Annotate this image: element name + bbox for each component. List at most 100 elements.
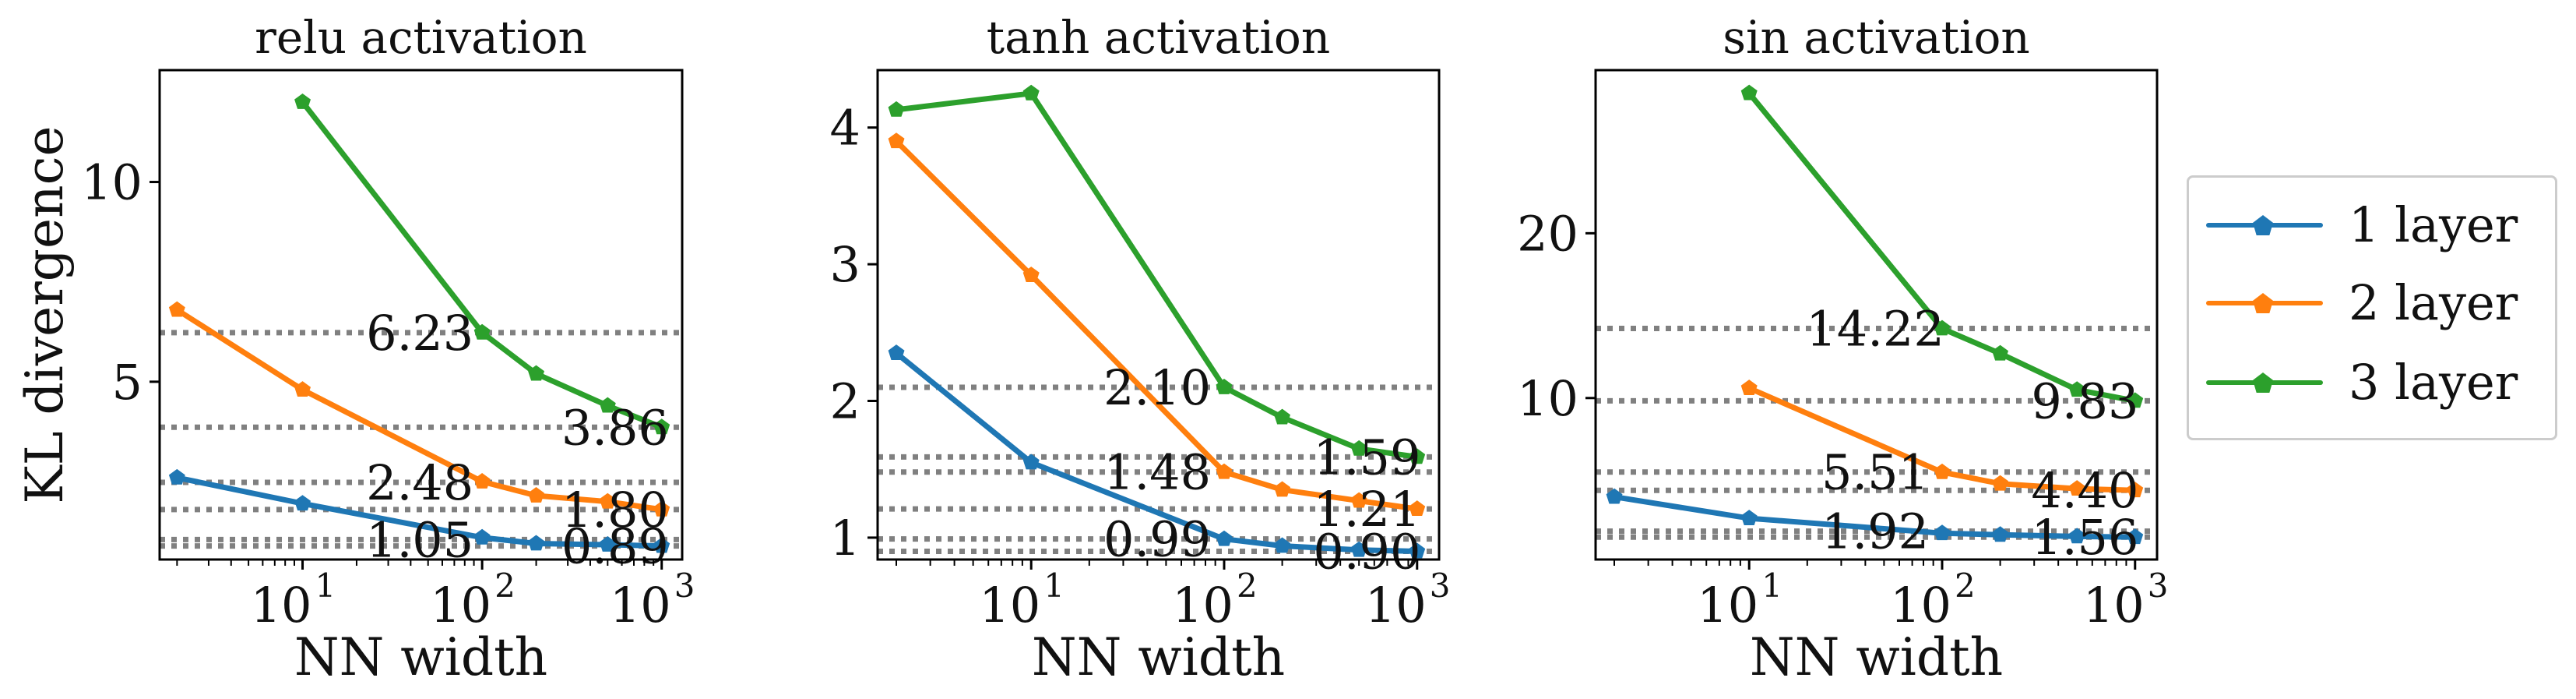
- series-line-3-layer: [300, 99, 665, 430]
- data-point-1-layer-1: [1606, 488, 1623, 504]
- x-axis-label: NN width: [294, 627, 547, 687]
- x-tick-label-exponent: 2: [1237, 567, 1258, 605]
- series-line-2-layer: [893, 138, 1420, 512]
- annotation-label: 0.89: [561, 518, 669, 575]
- legend-marker-1-layer: [2253, 215, 2273, 235]
- x-tick-label-base: 10: [610, 577, 671, 634]
- data-point-3-layer-6: [1409, 448, 1426, 464]
- annotation-label: 0.90: [1313, 523, 1420, 580]
- data-point-1-layer-6: [653, 537, 670, 553]
- data-point-2-layer-2: [294, 381, 311, 397]
- data-point-3-layer-4: [599, 397, 616, 413]
- x-tick-label-base: 10: [1365, 577, 1427, 634]
- data-point-1-layer-2: [1022, 454, 1040, 470]
- data-point-3-layer-3: [528, 365, 544, 381]
- legend-label-3-layer: 3 layer: [2349, 354, 2518, 411]
- data-point-3-layer-3: [1992, 344, 2008, 361]
- annotation-label: 1.59: [1313, 429, 1420, 485]
- annotation-label: 4.40: [2031, 462, 2138, 519]
- data-point-2-layer-3: [1216, 463, 1233, 479]
- x-tick-label-base: 10: [251, 577, 312, 634]
- x-tick-label-exponent: 3: [1430, 567, 1451, 605]
- data-point-1-layer-3: [1934, 524, 1951, 541]
- x-tick-label-base: 10: [979, 577, 1040, 634]
- annotation-label: 1.21: [1313, 481, 1420, 538]
- data-point-1-layer-1: [888, 344, 905, 360]
- data-point-3-layer-2: [473, 323, 491, 340]
- y-tick-label: 10: [81, 154, 143, 211]
- legend-label-2-layer: 2 layer: [2349, 274, 2518, 331]
- legend-marker-2-layer: [2253, 293, 2273, 313]
- annotation-label: 1.48: [1103, 444, 1211, 501]
- data-point-3-layer-3: [1216, 379, 1233, 394]
- data-point-1-layer-6: [1409, 542, 1426, 559]
- data-point-2-layer-5: [2127, 482, 2144, 498]
- series-line-2-layer: [174, 307, 665, 513]
- data-point-3-layer-1: [888, 101, 905, 117]
- x-tick-label-exponent: 3: [2148, 567, 2169, 605]
- data-point-2-layer-1: [168, 301, 185, 317]
- data-point-1-layer-4: [528, 535, 544, 551]
- data-point-1-layer-5: [2068, 528, 2085, 544]
- data-point-2-layer-5: [599, 492, 616, 509]
- x-tick-label-base: 10: [430, 577, 491, 634]
- data-point-1-layer-3: [1216, 530, 1233, 546]
- series-line-1-layer: [174, 475, 665, 549]
- x-tick-label-base: 10: [1890, 577, 1951, 634]
- y-tick-label: 4: [830, 100, 860, 157]
- y-tick-label: 20: [1517, 205, 1578, 262]
- data-point-3-layer-4: [2068, 381, 2085, 397]
- annotation-label: 14.22: [1806, 301, 1944, 358]
- y-tick-label: 2: [830, 373, 860, 430]
- annotation-label: 2.10: [1103, 359, 1211, 416]
- data-point-2-layer-2: [1934, 463, 1951, 479]
- data-point-1-layer-2: [294, 495, 311, 511]
- data-point-3-layer-1: [1740, 84, 1758, 101]
- data-point-3-layer-4: [1274, 408, 1290, 425]
- legend-marker-3-layer: [2253, 372, 2273, 393]
- x-tick-label-exponent: 2: [1955, 567, 1976, 605]
- data-point-1-layer-6: [2127, 528, 2144, 545]
- legend-label-1-layer: 1 layer: [2349, 196, 2518, 253]
- x-tick-label-exponent: 1: [1043, 567, 1065, 605]
- data-point-1-layer-5: [599, 536, 616, 552]
- x-axis-label: NN width: [1750, 627, 2003, 687]
- data-point-3-layer-5: [2127, 392, 2144, 408]
- annotation-label: 5.51: [1821, 444, 1929, 501]
- x-tick-label-base: 10: [2083, 577, 2145, 634]
- axes-frame: [876, 69, 1441, 561]
- data-point-3-layer-1: [294, 94, 311, 109]
- data-point-1-layer-2: [1740, 510, 1758, 525]
- data-point-2-layer-4: [1274, 481, 1290, 497]
- x-axis-label: NN width: [1032, 627, 1285, 687]
- annotation-label: 2.48: [366, 454, 473, 511]
- y-tick-label: 1: [830, 510, 860, 567]
- data-point-2-layer-2: [1022, 267, 1040, 282]
- legend-item-1-layer: 1 layer: [2189, 196, 2555, 253]
- x-tick-label-exponent: 1: [1761, 567, 1782, 605]
- x-tick-label-base: 10: [1172, 577, 1233, 634]
- data-point-1-layer-4: [1992, 526, 2008, 542]
- legend-item-2-layer: 2 layer: [2189, 274, 2555, 331]
- subplot-title: relu activation: [255, 11, 587, 64]
- data-point-3-layer-5: [1350, 440, 1367, 456]
- data-point-3-layer-2: [1934, 319, 1951, 336]
- y-axis-label: KL divergence: [15, 125, 75, 503]
- series-line-3-layer: [893, 90, 1420, 460]
- y-tick-label: 5: [112, 354, 143, 411]
- series-line-1-layer: [893, 350, 1420, 554]
- y-tick-label: 10: [1517, 370, 1578, 427]
- data-point-1-layer-5: [1350, 541, 1367, 557]
- legend-item-3-layer: 3 layer: [2189, 354, 2555, 411]
- data-point-2-layer-5: [1350, 492, 1367, 508]
- data-point-2-layer-3: [473, 473, 491, 489]
- annotation-label: 6.23: [366, 305, 473, 362]
- data-point-1-layer-4: [1274, 537, 1290, 553]
- annotation-label: 1.80: [561, 482, 669, 538]
- y-tick-label: 3: [830, 236, 860, 293]
- x-tick-label-exponent: 3: [674, 567, 695, 605]
